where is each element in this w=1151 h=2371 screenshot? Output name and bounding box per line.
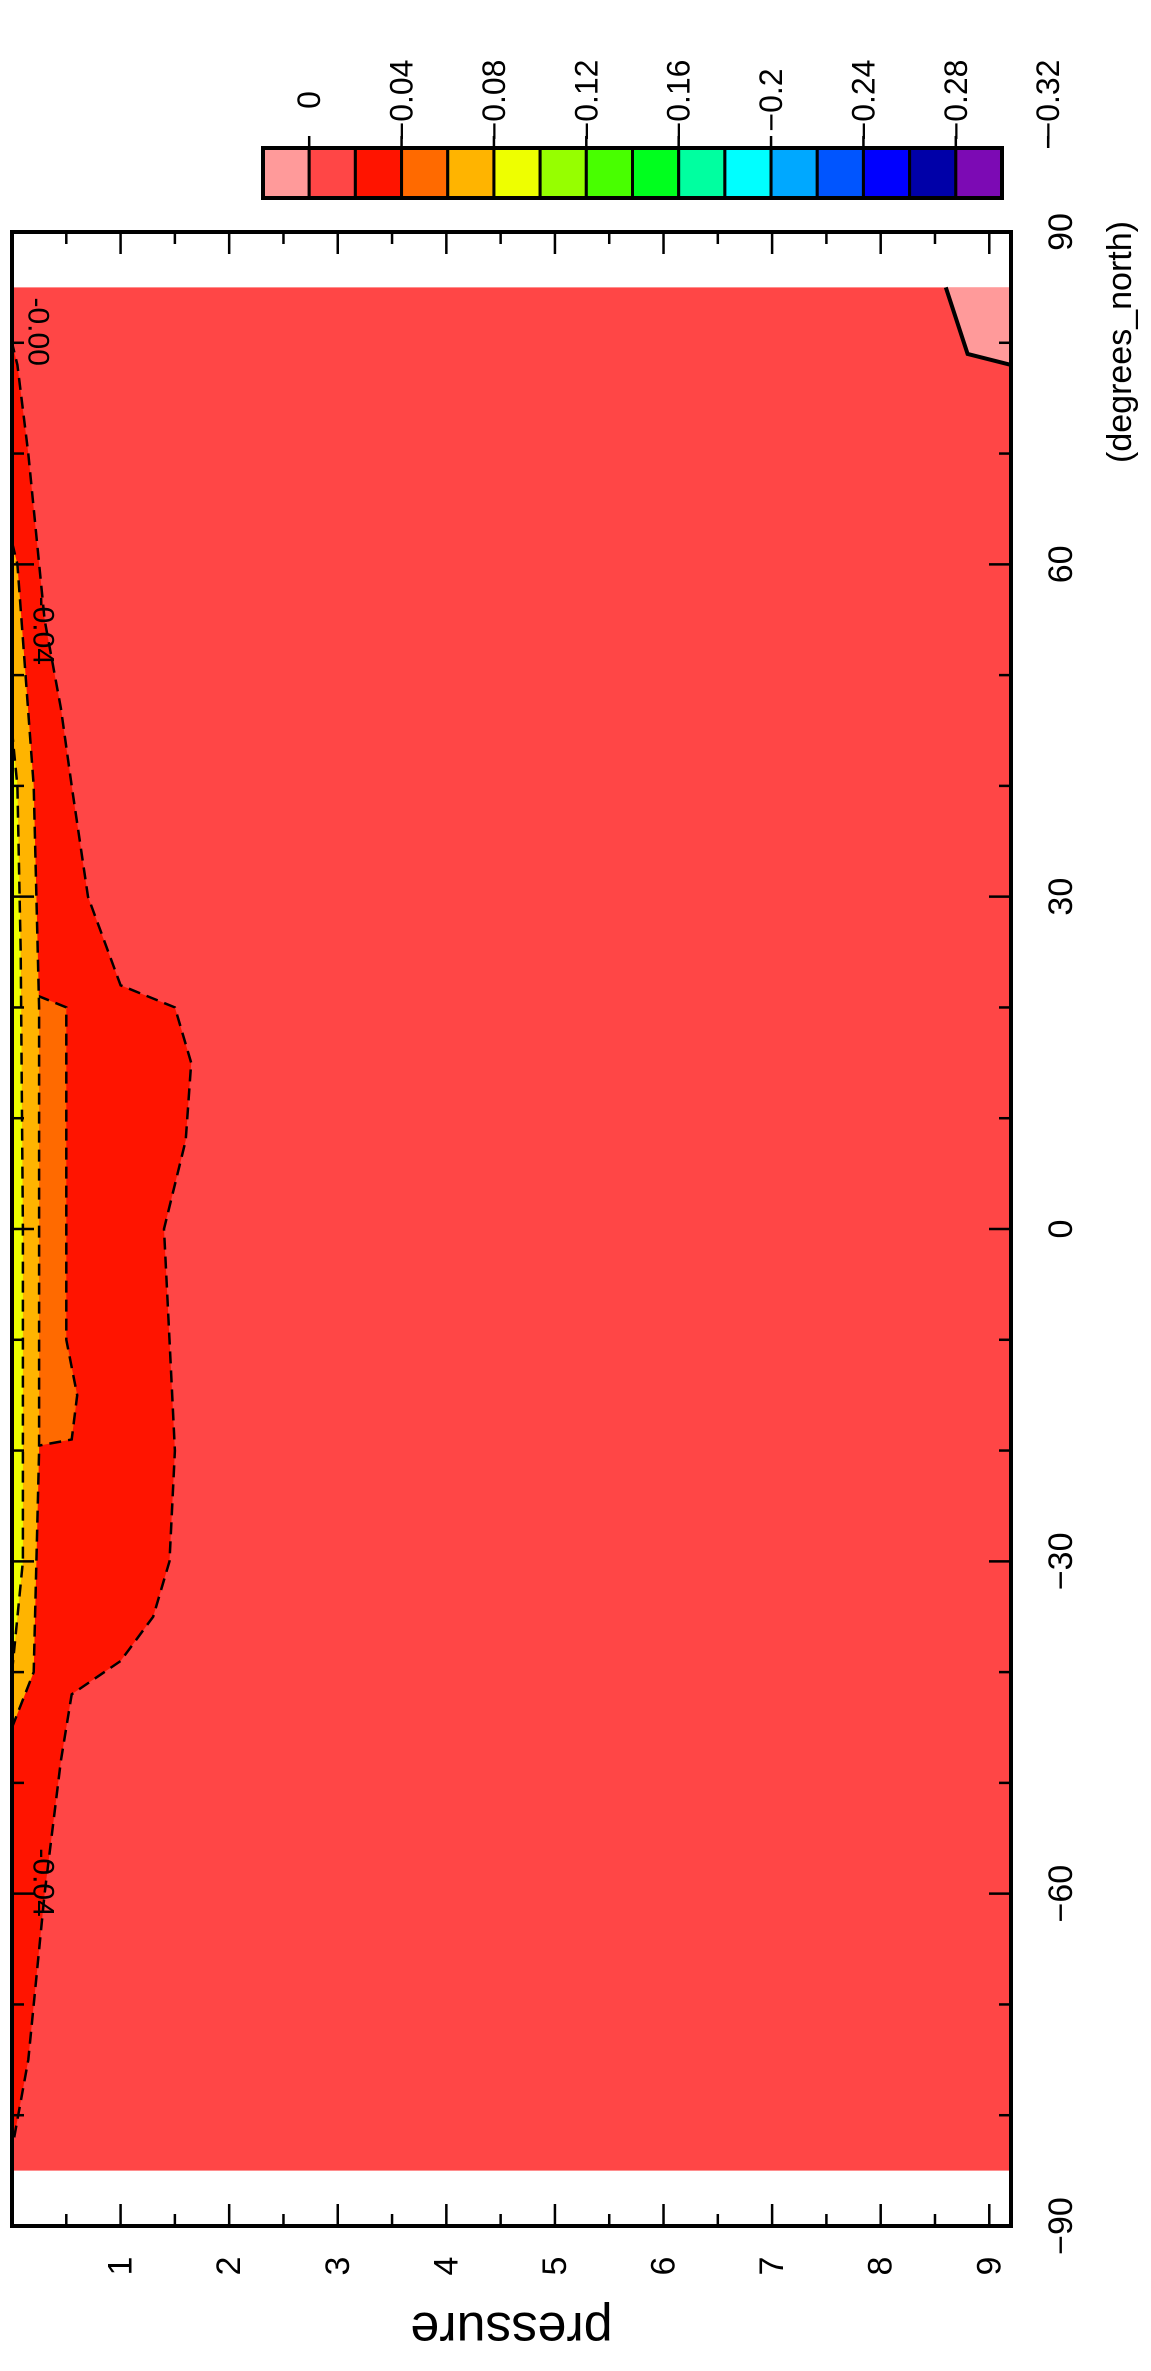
plot-area: [12, 286, 1011, 2171]
contour-line-2: [12, 541, 41, 1728]
colorbar-swatch: [446, 146, 496, 200]
x-tick-label: 60: [1042, 545, 1080, 583]
colorbar-label: −0.16: [661, 60, 697, 141]
y-tick-label: 7: [753, 2257, 791, 2276]
colorbar-label: −0.24: [845, 60, 881, 141]
colorbar-label: −0.08: [476, 60, 512, 141]
y-tick-label: 2: [210, 2257, 248, 2276]
y-tick-label: 6: [645, 2257, 683, 2276]
colorbar-swatch: [584, 146, 634, 200]
field-background: [12, 287, 1011, 2171]
colorbar-swatch: [908, 146, 958, 200]
colorbar-swatch: [677, 146, 727, 200]
x-tick-label: 30: [1042, 878, 1080, 916]
x-axis-label: (degrees_north): [1101, 221, 1139, 463]
colorbar-swatch: [400, 146, 450, 200]
colorbar-swatch: [954, 146, 1004, 200]
colorbar-label: −0.04: [384, 60, 420, 141]
contour-line-4: [943, 286, 1011, 367]
colorbar-label: −0.32: [1030, 60, 1066, 141]
y-tick-label: 1: [102, 2257, 140, 2276]
contour-line-1: [12, 984, 79, 1452]
colorbar: 0 −0.04 −0.08 −0.12 −0.16 −0.2 −0.24 −0.28 −0.32: [261, 60, 1066, 200]
y-tick-label: 4: [427, 2257, 465, 2276]
x-tick-label: −90: [1042, 2197, 1080, 2255]
colorbar-swatch: [538, 146, 588, 200]
axes: −90 −60 −30 0 30 60 90 1 2 3 4 5 6 7 8 9: [12, 213, 1080, 2275]
x-tick-label: −30: [1042, 1532, 1080, 1590]
y-axis-label: pressure: [410, 2301, 612, 2359]
colorbar-label: −0.12: [568, 60, 604, 141]
colorbar-label: −0.2: [753, 68, 789, 131]
colorbar-label: 0: [291, 91, 327, 109]
contour-label: -0.04: [27, 1848, 60, 1916]
contour-fill-0: [12, 342, 192, 2138]
contour-fill-4: [945, 287, 1011, 365]
contour-label: -0.04: [27, 597, 60, 665]
y-tick-label: 3: [319, 2257, 357, 2276]
colorbar-swatch: [631, 146, 681, 200]
contour-label: -0.00: [21, 298, 54, 366]
colorbar-swatch: [353, 146, 404, 200]
colorbar-frame: [261, 146, 1004, 200]
x-tick-label: 0: [1042, 1220, 1080, 1239]
colorbar-swatch: [861, 146, 912, 200]
x-tick-label: −60: [1042, 1865, 1080, 1923]
colorbar-swatch: [261, 146, 311, 200]
colorbar-swatch: [723, 146, 773, 200]
y-tick-label: 8: [862, 2257, 900, 2276]
y-tick-label: 5: [536, 2257, 574, 2276]
colorbar-swatch: [769, 146, 819, 200]
colorbar-swatch: [492, 146, 542, 200]
x-tick-label: 90: [1042, 213, 1080, 251]
contour-line-0: [12, 342, 193, 2138]
colorbar-label: −0.28: [938, 60, 974, 141]
contour-line-3: [12, 730, 25, 1673]
y-tick-label: 9: [970, 2257, 1008, 2276]
contour-labels: -0.04 -0.04 -0.00: [21, 298, 59, 1917]
colorbar-swatch: [815, 146, 865, 200]
colorbar-swatch: [307, 146, 357, 200]
